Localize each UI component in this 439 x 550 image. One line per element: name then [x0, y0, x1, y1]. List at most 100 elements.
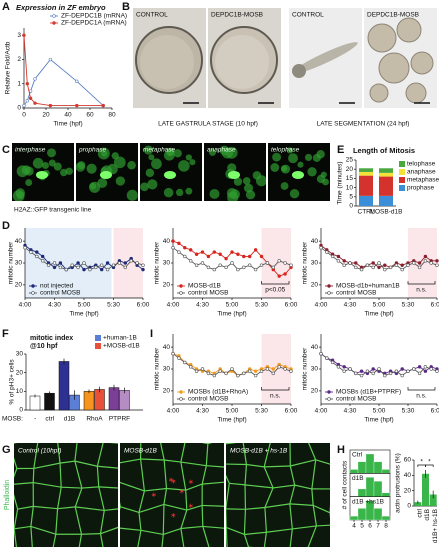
shade	[25, 228, 112, 298]
histogram-bar	[381, 515, 391, 521]
bar	[119, 390, 130, 411]
data-point	[99, 267, 104, 272]
data-point	[242, 254, 246, 259]
data-point	[46, 263, 51, 267]
x-tick-label: d1B+ hs-1B	[432, 509, 439, 543]
nucleus	[25, 179, 33, 187]
data-point	[394, 263, 399, 267]
x-axis-label: Time (hpf)	[217, 417, 246, 424]
x-tick-label: 4:00	[19, 302, 32, 309]
nucleus	[60, 168, 68, 177]
x-tick-label: 80	[108, 112, 116, 119]
legend-label: prophase	[407, 185, 434, 192]
data-point	[253, 267, 258, 272]
data-point	[171, 245, 175, 250]
x-tick-label: RhoA	[86, 416, 103, 423]
y-tick-label: 20	[15, 282, 23, 289]
legend-marker	[327, 291, 331, 295]
y-axis-label: actin protrusions (%)	[395, 453, 402, 513]
data-point	[200, 261, 205, 265]
legend-label: MOSBs (d1B+RhoA)	[188, 389, 248, 396]
annotation: p<0.05	[265, 287, 285, 294]
data-point	[400, 373, 404, 378]
data-point	[253, 369, 258, 373]
larva-blob	[410, 51, 434, 75]
x-tick-label: 40	[64, 112, 72, 119]
x-tick-label: 5	[360, 523, 364, 530]
annotation: *	[428, 459, 431, 466]
data-point	[200, 367, 205, 371]
data-point	[371, 261, 375, 265]
cell-edge	[98, 486, 118, 489]
x-tick-label: 7	[376, 523, 380, 530]
data-point	[105, 261, 110, 265]
cell-edge	[144, 487, 167, 492]
nucleus	[280, 165, 288, 172]
data-point	[423, 259, 428, 263]
cell-edge	[81, 533, 101, 535]
nucleus	[255, 175, 266, 187]
cell-edge	[137, 530, 142, 547]
data-point	[141, 263, 145, 267]
protrusion-marker: ∗	[188, 479, 194, 486]
y-tick-label: 30	[16, 351, 24, 358]
data-point	[76, 261, 80, 265]
data-point	[224, 265, 228, 270]
cell-edge	[201, 465, 207, 485]
nucleus	[127, 160, 136, 170]
data-point	[230, 250, 234, 254]
data-point	[253, 373, 258, 378]
data-point	[64, 267, 69, 272]
data-point	[336, 254, 341, 259]
nucleus	[225, 146, 238, 159]
cell-edge	[329, 504, 330, 513]
legend-label: control MOSB	[188, 396, 228, 403]
nucleus	[272, 152, 282, 162]
histogram-bar	[357, 461, 367, 474]
nucleus	[115, 176, 126, 186]
y-tick-label: 40	[311, 238, 319, 245]
panel-label: D	[2, 220, 10, 232]
x-tick-label: 5:00	[373, 302, 386, 309]
image-label: prophase	[78, 147, 106, 154]
cell-edge	[32, 468, 35, 483]
legend-label: control MOSB	[40, 290, 80, 297]
nucleus	[175, 188, 184, 197]
cell-edge	[120, 527, 142, 531]
panel-label: G	[2, 444, 11, 456]
cell-edge	[33, 505, 58, 510]
data-point	[183, 254, 187, 259]
y-tick-label: 30	[163, 366, 171, 373]
x-tick-label: 6:00	[137, 302, 150, 309]
data-point	[99, 263, 104, 267]
panel-label: A	[2, 1, 10, 13]
data-point	[377, 265, 381, 270]
x-tick-label: 8	[384, 523, 388, 530]
data-point	[177, 241, 181, 246]
data-point	[319, 245, 323, 250]
cell-edge	[201, 443, 208, 445]
nucleus	[97, 147, 110, 160]
series-line	[23, 58, 104, 106]
y-tick-label: 20	[311, 282, 319, 289]
nucleus	[32, 157, 44, 169]
legend-swatch	[399, 169, 405, 175]
cell-edge	[57, 506, 76, 510]
data-point	[194, 369, 199, 373]
legend-label: anaphase	[407, 169, 436, 176]
cell-edge	[78, 534, 83, 547]
larva-blob	[378, 52, 410, 84]
data-point	[48, 103, 53, 108]
bar	[429, 494, 437, 506]
x-tick-label: 20	[42, 112, 50, 119]
data-point	[206, 265, 211, 270]
data-point	[429, 261, 433, 265]
nucleus	[286, 147, 294, 154]
cell-edge	[180, 461, 187, 491]
data-point	[58, 261, 63, 265]
data-point	[325, 250, 329, 254]
data-point	[35, 254, 39, 259]
cell-edge	[316, 524, 330, 527]
data-point	[423, 369, 428, 373]
legend-marker	[327, 390, 331, 394]
